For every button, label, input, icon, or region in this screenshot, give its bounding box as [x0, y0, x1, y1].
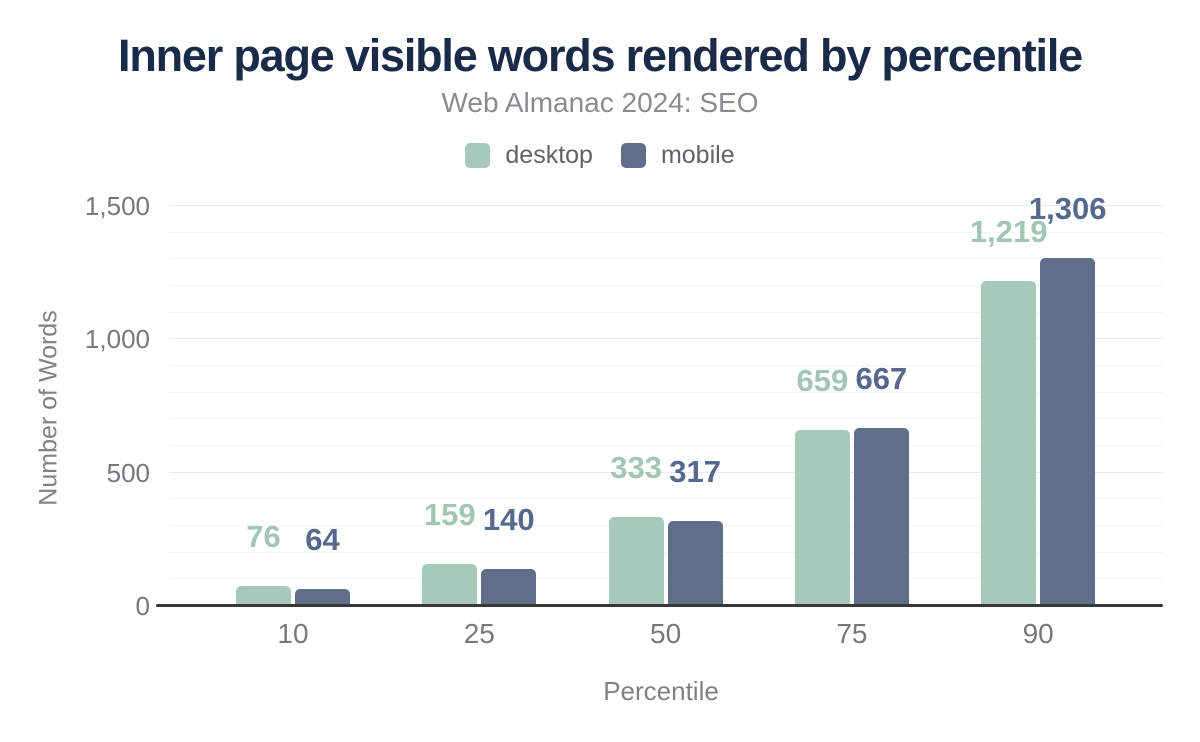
- gridline-minor-600: [169, 445, 1163, 446]
- x-tick-10: 10: [277, 618, 309, 649]
- gridline-minor-400: [169, 498, 1163, 500]
- gridline-major-500: [169, 471, 1163, 473]
- gridline-major-1500: [169, 205, 1163, 206]
- data-label-desktop-p50: 333: [610, 450, 662, 486]
- x-axis-line: [156, 604, 1163, 607]
- gridline-minor-100: [169, 578, 1163, 580]
- bar-desktop-p25: [422, 563, 478, 606]
- chart-title: Inner page visible words rendered by per…: [118, 30, 1083, 81]
- chart-subtitle: Web Almanac 2024: SEO: [441, 87, 759, 118]
- data-label-mobile-p10: 64: [305, 521, 340, 557]
- data-label-mobile-p25: 140: [482, 501, 535, 537]
- data-label-desktop-p75: 659: [796, 363, 849, 399]
- data-label-desktop-p25: 159: [423, 496, 476, 532]
- gridline-minor-700: [169, 418, 1163, 420]
- gridline-major-1000: [169, 338, 1163, 340]
- bar-mobile-p90: [1040, 257, 1096, 606]
- gridline-minor-800: [169, 391, 1163, 393]
- bar-desktop-p75: [794, 430, 850, 606]
- data-label-mobile-p90: 1,306: [1028, 190, 1107, 226]
- y-tick-500: 500: [106, 457, 150, 488]
- gridline-minor-900: [169, 365, 1163, 366]
- data-label-desktop-p10: 76: [246, 518, 281, 554]
- bar-desktop-p90: [981, 280, 1037, 606]
- data-label-desktop-p90: 1,219: [969, 213, 1048, 249]
- data-label-mobile-p75: 667: [855, 361, 908, 397]
- x-tick-75: 75: [836, 618, 868, 649]
- bar-mobile-p50: [667, 521, 723, 606]
- y-tick-1500: 1,500: [84, 191, 150, 221]
- data-label-mobile-p50: 317: [669, 454, 721, 490]
- plot-area: 76 64 159 140 333 317 659 667 1,219 1,306: [160, 193, 1163, 606]
- gridline-minor-1100: [169, 311, 1163, 313]
- gridline-minor-1300: [169, 258, 1163, 260]
- legend-swatch-desktop-icon: [465, 143, 491, 168]
- legend-swatch-mobile-icon: [620, 143, 646, 168]
- x-tick-25: 25: [463, 618, 495, 649]
- legend-label-desktop: desktop: [505, 141, 593, 169]
- legend-item-desktop[interactable]: desktop: [465, 141, 593, 170]
- gridline-minor-200: [169, 551, 1163, 553]
- x-axis-title: Percentile: [603, 676, 719, 706]
- legend-item-mobile[interactable]: mobile: [620, 141, 735, 170]
- legend: desktop mobile: [0, 141, 1200, 170]
- x-tick-50: 50: [650, 618, 682, 649]
- y-tick-1000: 1,000: [84, 324, 150, 355]
- bar-mobile-p25: [481, 568, 537, 606]
- gridline-minor-1200: [169, 285, 1163, 286]
- bar-desktop-p10: [236, 585, 291, 606]
- gridline-minor-1400: [169, 231, 1163, 233]
- legend-label-mobile: mobile: [660, 141, 735, 169]
- y-tick-0: 0: [135, 591, 150, 621]
- gridline-minor-300: [169, 525, 1163, 526]
- bar-desktop-p50: [608, 517, 664, 606]
- x-tick-90: 90: [1022, 618, 1054, 649]
- bar-mobile-p75: [853, 428, 909, 606]
- bar-mobile-p10: [295, 588, 350, 606]
